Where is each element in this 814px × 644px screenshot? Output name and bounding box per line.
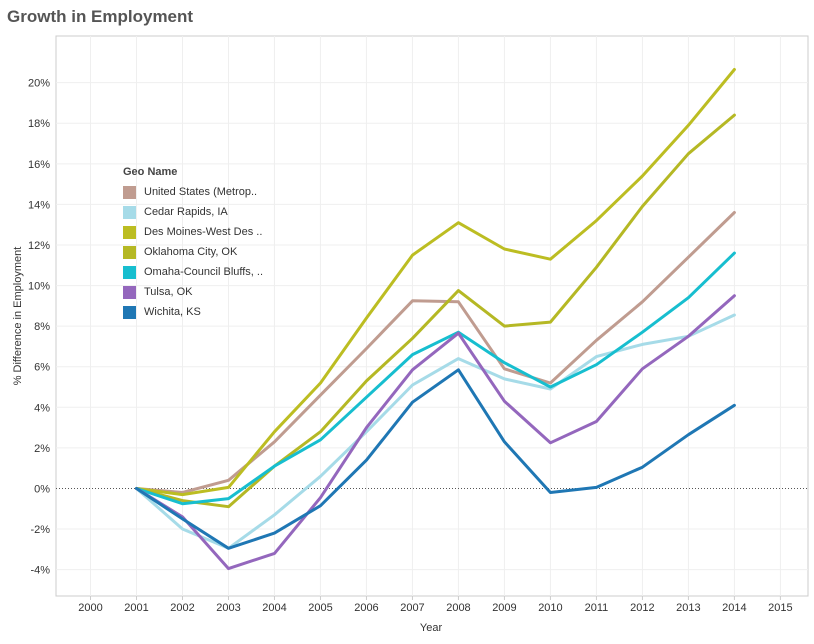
y-tick-label: 8% [34, 321, 50, 333]
legend-swatch [123, 205, 136, 219]
series-line-3 [135, 113, 736, 509]
series-line-1 [135, 313, 736, 550]
legend-item[interactable]: Omaha-Council Bluffs, .. [123, 262, 263, 282]
legend-swatch [123, 185, 136, 199]
x-tick-label: 2000 [78, 602, 102, 614]
y-axis-label: % Difference in Employment [12, 247, 24, 386]
legend-label: Oklahoma City, OK [144, 246, 238, 258]
x-tick-label: 2002 [170, 602, 194, 614]
y-tick-label: 6% [34, 362, 50, 374]
y-tick-label: 18% [28, 118, 50, 130]
legend-label: Tulsa, OK [144, 286, 193, 298]
x-tick-label: 2010 [538, 602, 562, 614]
x-tick-label: 2008 [446, 602, 470, 614]
x-tick-label: 2003 [216, 602, 240, 614]
x-tick-label: 2007 [400, 602, 424, 614]
legend-item[interactable]: Wichita, KS [123, 302, 263, 322]
legend-label: Omaha-Council Bluffs, .. [144, 266, 264, 278]
x-tick-label: 2013 [676, 602, 700, 614]
y-tick-label: -4% [30, 565, 50, 577]
legend-item[interactable]: Des Moines-West Des .. [123, 222, 263, 242]
x-tick-label: 2012 [630, 602, 654, 614]
y-tick-label: 10% [28, 281, 50, 293]
legend-label: Wichita, KS [144, 306, 201, 318]
legend-swatch [123, 225, 136, 239]
legend-item[interactable]: United States (Metrop.. [123, 182, 263, 202]
legend-swatch [123, 305, 136, 319]
x-tick-label: 2005 [308, 602, 332, 614]
x-tick-label: 2014 [722, 602, 746, 614]
y-tick-label: 0% [34, 483, 50, 495]
legend-label: United States (Metrop.. [144, 186, 258, 198]
x-axis-label: Year [420, 622, 443, 634]
y-tick-label: 14% [28, 199, 50, 211]
legend-item[interactable]: Tulsa, OK [123, 282, 263, 302]
legend-item[interactable]: Oklahoma City, OK [123, 242, 263, 262]
series-line-2 [135, 68, 736, 497]
y-tick-label: -2% [30, 524, 50, 536]
series-line-5 [135, 294, 736, 571]
x-tick-label: 2011 [585, 602, 609, 614]
legend-swatch [123, 265, 136, 279]
plot-frame [55, 35, 809, 597]
legend-label: Des Moines-West Des .. [144, 226, 263, 238]
series-line-4 [135, 251, 736, 506]
legend: Geo Name United States (Metrop.. Cedar Ra… [123, 166, 263, 322]
x-tick-label: 2001 [124, 602, 148, 614]
legend-swatch [123, 245, 136, 259]
y-tick-label: 2% [34, 443, 50, 455]
y-tick-label: 4% [34, 402, 50, 414]
y-tick-label: 20% [28, 78, 50, 90]
y-tick-label: 12% [28, 240, 50, 252]
y-tick-label: 16% [28, 159, 50, 171]
chart-title: Growth in Employment [7, 7, 194, 26]
x-tick-label: 2006 [354, 602, 378, 614]
x-tick-label: 2009 [492, 602, 516, 614]
legend-title: Geo Name [123, 166, 178, 178]
legend-swatch [123, 285, 136, 299]
x-tick-label: 2015 [768, 602, 792, 614]
legend-item[interactable]: Cedar Rapids, IA [123, 202, 263, 222]
legend-label: Cedar Rapids, IA [144, 206, 228, 218]
series-line-0 [135, 211, 736, 494]
series-line-6 [135, 368, 736, 550]
x-tick-label: 2004 [262, 602, 286, 614]
